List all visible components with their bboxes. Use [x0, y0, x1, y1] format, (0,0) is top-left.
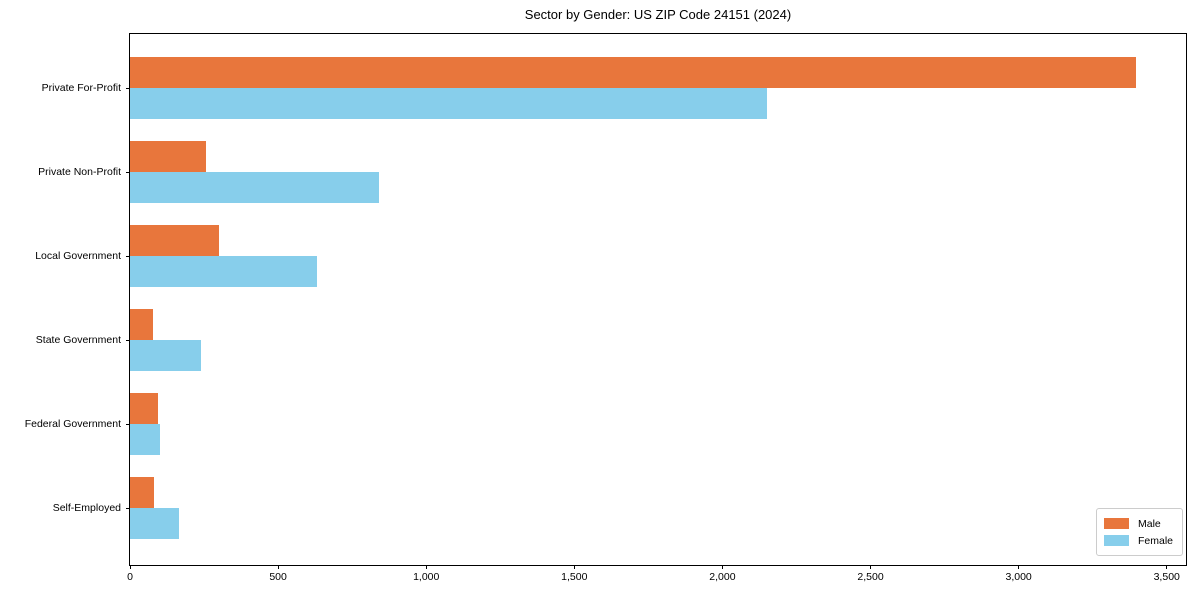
legend-label: Male	[1137, 517, 1161, 530]
bar-female	[130, 424, 160, 455]
legend: Male Female	[1095, 508, 1183, 556]
bar-male	[130, 57, 1136, 88]
x-tick-mark	[573, 565, 575, 569]
bar-male	[130, 225, 219, 256]
bar-male	[130, 309, 154, 340]
bar-male	[130, 393, 159, 424]
x-tick-label: 1,000	[413, 571, 440, 583]
y-tick-mark	[126, 172, 130, 173]
x-tick-mark	[1018, 565, 1020, 569]
x-tick-label: 500	[269, 571, 287, 583]
y-tick-mark	[126, 424, 130, 425]
x-tick-label: 2,000	[709, 571, 736, 583]
y-tick-mark	[126, 508, 130, 509]
bar-female	[130, 88, 767, 119]
x-tick-label: 3,000	[1005, 571, 1032, 583]
y-tick-label: Private Non-Profit	[38, 166, 121, 178]
plot-area	[129, 33, 1187, 566]
bar-male	[130, 477, 154, 508]
bar-female	[130, 256, 317, 287]
chart-title: Sector by Gender: US ZIP Code 24151 (202…	[524, 7, 792, 22]
x-tick-mark	[1166, 565, 1168, 569]
legend-swatch-female	[1103, 535, 1129, 546]
y-tick-mark	[126, 256, 130, 257]
y-tick-label: State Government	[35, 334, 121, 346]
bar-female	[130, 508, 179, 539]
bar-male	[130, 141, 206, 172]
x-tick-mark	[129, 565, 131, 569]
x-tick-label: 1,500	[561, 571, 588, 583]
legend-label: Female	[1137, 534, 1173, 547]
x-tick-mark	[721, 565, 723, 569]
y-tick-mark	[126, 340, 130, 341]
y-tick-mark	[126, 88, 130, 89]
bar-female	[130, 340, 202, 371]
y-tick-label: Local Government	[35, 250, 121, 262]
y-tick-label: Self-Employed	[52, 502, 121, 514]
y-tick-label: Federal Government	[24, 418, 121, 430]
legend-entry-female: Female	[1103, 532, 1173, 549]
y-tick-label: Private For-Profit	[41, 82, 121, 94]
x-tick-mark	[870, 565, 872, 569]
x-tick-label: 2,500	[857, 571, 884, 583]
x-tick-mark	[425, 565, 427, 569]
x-tick-label: 3,500	[1153, 571, 1180, 583]
legend-entry-male: Male	[1103, 515, 1173, 532]
x-tick-mark	[277, 565, 279, 569]
legend-swatch-male	[1103, 518, 1129, 529]
x-tick-label: 0	[127, 571, 133, 583]
bar-female	[130, 172, 379, 203]
